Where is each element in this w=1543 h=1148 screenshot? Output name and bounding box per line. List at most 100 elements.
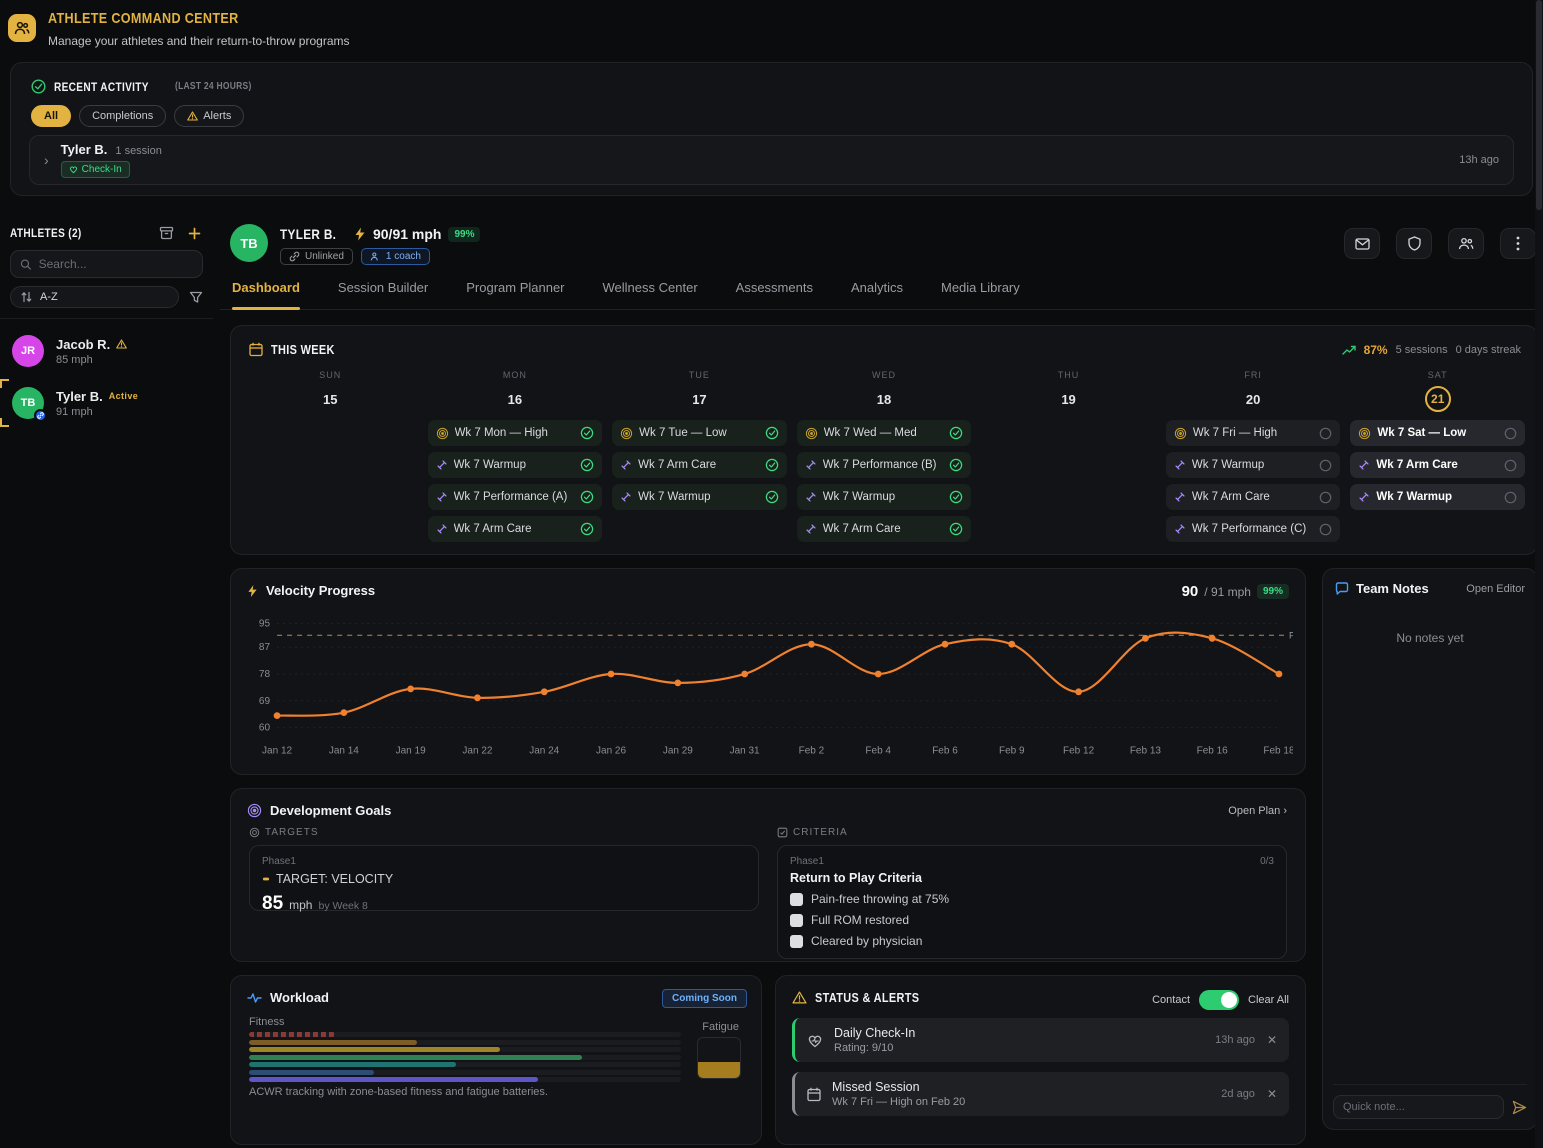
day-label: SAT [1427,370,1448,380]
today-ring: 21 [1424,386,1451,412]
checkbox[interactable] [790,934,803,948]
tab-dashboard[interactable]: Dashboard [232,280,300,310]
team-notes-card: Team Notes Open Editor No notes yet [1322,568,1538,1130]
tab-media-library[interactable]: Media Library [941,280,1020,295]
fitness-bar [249,1069,375,1075]
session-title: Wk 7 Sat — Low [1377,427,1467,439]
data-point[interactable] [807,640,815,648]
contact-toggle[interactable] [1199,990,1240,1010]
tab-program-planner[interactable]: Program Planner [466,280,565,295]
checkbox[interactable] [790,913,803,927]
page-subtitle: Manage your athletes and their return-to… [48,34,350,48]
tab-wellness-center[interactable]: Wellness Center [602,280,698,295]
dismiss-icon[interactable]: ✕ [1266,1033,1277,1047]
session-chip[interactable]: Wk 7 Warmup [1350,484,1525,510]
session-chip[interactable]: Wk 7 Arm Care [1350,452,1525,478]
scrollbar-thumb[interactable] [1536,0,1542,210]
add-athlete-icon[interactable] [188,227,201,240]
criteria-icon [777,827,788,838]
session-chip[interactable]: Wk 7 Performance (B) [796,452,972,478]
filter-icon[interactable] [189,291,203,304]
data-point[interactable] [540,688,548,696]
data-point[interactable] [741,670,749,678]
open-plan-link[interactable]: Open Plan › [1228,805,1287,817]
sort-select[interactable]: A-Z [10,286,179,308]
athlete-row-jacob-r[interactable]: JR Jacob R. 85 mph [0,325,213,377]
coach-icon [370,252,378,261]
session-chip[interactable]: Wk 7 Performance (C) [1165,516,1341,542]
data-point[interactable] [674,679,682,687]
page-scrollbar[interactable] [1535,0,1543,1148]
velocity-title: Velocity Progress [266,583,376,598]
alert-missed-session[interactable]: Missed Session Wk 7 Fri — High on Feb 20 2… [792,1072,1289,1116]
session-chip[interactable]: Wk 7 Arm Care [796,516,972,542]
quick-note-input[interactable] [1333,1095,1504,1119]
athlete-search[interactable] [10,250,203,278]
session-chip[interactable]: Wk 7 Warmup [612,484,787,510]
activity-row[interactable]: › Tyler B. 1 session Check-In 13h ago [29,135,1514,185]
search-input[interactable] [38,257,193,271]
message-button[interactable] [1344,228,1380,259]
athlete-row-tyler-b[interactable]: TB Tyler B. Active 91 mph [0,377,213,429]
tab-analytics[interactable]: Analytics [850,280,903,295]
open-editor-link[interactable]: Open Editor [1466,582,1525,595]
session-chip[interactable]: Wk 7 Warmup [427,452,603,478]
target-value: 85 [262,893,284,914]
team-button[interactable] [1448,228,1484,259]
session-chip[interactable]: Wk 7 Wed — Med [796,420,972,446]
data-point[interactable] [407,685,415,693]
data-point[interactable] [874,670,882,678]
target-card[interactable]: Phase1 TARGET: VELOCITY 85 mph by Week 8 [249,845,759,914]
session-chip[interactable]: Wk 7 Fri — High [1165,420,1341,446]
archive-icon[interactable] [159,226,174,240]
protection-button[interactable] [1396,228,1432,259]
data-point[interactable] [1208,634,1216,642]
check-circle-icon [950,490,963,504]
session-chip[interactable]: Wk 7 Tue — Low [612,420,787,446]
filter-all[interactable]: All [31,105,72,127]
chevron-right-icon[interactable]: › [44,152,49,168]
unlinked-badge[interactable]: Unlinked [280,248,353,265]
data-point[interactable] [1275,670,1283,678]
filter-alerts[interactable]: Alerts [174,105,245,127]
check-circle-icon [950,458,963,472]
pending-circle-icon [1320,459,1332,471]
more-button[interactable] [1500,228,1536,259]
heart-pulse-icon [808,1035,822,1047]
dismiss-icon[interactable]: ✕ [1266,1087,1277,1101]
alert-daily-check-in[interactable]: Daily Check-In Rating: 9/10 13h ago ✕ [792,1018,1289,1062]
alerts-card: STATUS & ALERTS Contact Clear All Daily … [775,975,1306,1145]
session-chip[interactable]: Wk 7 Arm Care [612,452,787,478]
session-chip[interactable]: Wk 7 Warmup [796,484,972,510]
data-point[interactable] [340,709,348,717]
coach-badge[interactable]: 1 coach [360,248,430,265]
data-point[interactable] [1075,688,1082,696]
data-point[interactable] [607,670,615,678]
checkbox[interactable] [790,892,803,906]
data-point[interactable] [1142,634,1149,642]
clear-all-link[interactable]: Clear All [1248,994,1289,1006]
velocity-stats: 90 / 91 mph 99% [1182,583,1289,600]
data-point[interactable] [273,712,281,720]
criteria-list: Pain-free throwing at 75% Full ROM restor… [790,892,1274,948]
tab-assessments[interactable]: Assessments [735,280,813,295]
data-point[interactable] [941,640,949,648]
criteria-item: Cleared by physician [790,934,1274,948]
session-chip[interactable]: Wk 7 Warmup [1165,452,1341,478]
data-point[interactable] [1008,640,1016,648]
tab-session-builder[interactable]: Session Builder [337,280,429,295]
athlete-list: JR Jacob R. 85 mph TB Tyler B. Active 91 mph [0,325,213,429]
session-chip[interactable]: Wk 7 Mon — High [427,420,603,446]
session-chip[interactable]: Wk 7 Arm Care [1165,484,1341,510]
send-icon[interactable] [1512,1100,1527,1115]
day-column-sat: SAT 21 Wk 7 Sat — Low Wk 7 Arm Care Wk 7 War… [1350,370,1525,544]
filter-completions[interactable]: Completions [79,105,167,127]
session-chip[interactable]: Wk 7 Arm Care [427,516,603,542]
fitness-label: Fitness [249,1016,285,1028]
session-chip[interactable]: Wk 7 Performance (A) [427,484,603,510]
data-point[interactable] [474,694,481,702]
session-chip[interactable]: Wk 7 Sat — Low [1350,420,1525,446]
velocity-percent-badge: 99% [448,226,481,242]
x-tick-label: Feb 16 [1197,746,1229,757]
day-column-fri: FRI 20 Wk 7 Fri — High Wk 7 Warmup Wk 7 Arm … [1165,370,1341,544]
